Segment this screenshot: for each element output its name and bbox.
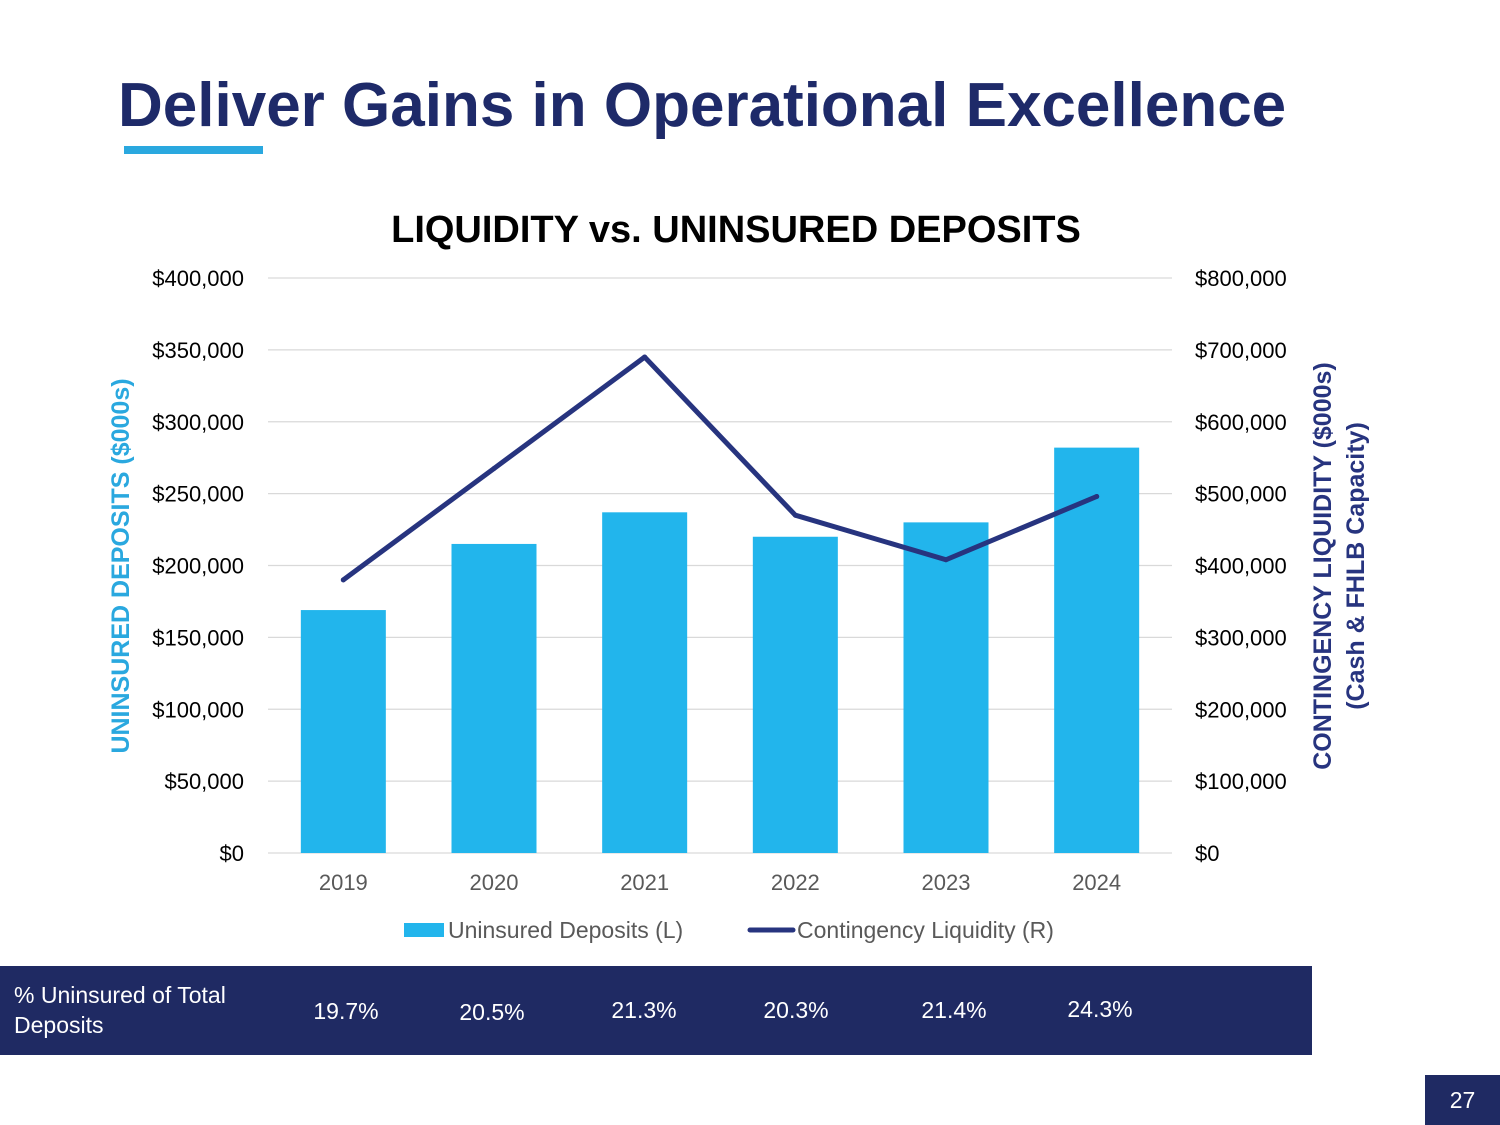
legend-bar-swatch (404, 923, 444, 937)
bar-uninsured-deposits (451, 543, 537, 853)
chart: LIQUIDITY vs. UNINSURED DEPOSITS $0 $0 $50… (107, 209, 1370, 943)
y-axis-left-label: UNINSURED DEPOSITS ($000s) (107, 378, 135, 753)
x-tick-label: 2024 (1072, 870, 1121, 895)
percent-value-2020: 20.5% (459, 999, 525, 1025)
y-tick-label-right: $500,000 (1195, 482, 1287, 507)
y-tick-label-right: $100,000 (1195, 769, 1287, 794)
y-axis-right-sublabel: (Cash & FHLB Capacity) (1342, 422, 1370, 710)
point-contingency-liquidity (491, 465, 497, 471)
y-tick-label-left: $150,000 (152, 625, 244, 650)
y-tick-label-right: $600,000 (1195, 410, 1287, 435)
percent-value-2024: 24.3% (1067, 996, 1133, 1022)
point-contingency-liquidity (340, 577, 346, 583)
x-tick-label: 2019 (319, 870, 368, 895)
legend-line-label: Contingency Liquidity (R) (797, 917, 1054, 943)
point-contingency-liquidity (1094, 494, 1100, 499)
percent-value-2021: 21.3% (611, 997, 677, 1023)
y-tick-label-right: $800,000 (1195, 266, 1287, 291)
page-title: Deliver Gains in Operational Excellence (118, 71, 1287, 140)
y-tick-label-left: $200,000 (152, 554, 244, 579)
bar-uninsured-deposits (903, 522, 989, 853)
percent-uninsured-label: % Uninsured of Total Deposits (14, 982, 226, 1038)
y-tick-label-left: $300,000 (152, 410, 244, 435)
y-tick-label-right: $200,000 (1195, 697, 1287, 722)
y-tick-label-left: $400,000 (152, 266, 244, 291)
point-contingency-liquidity (792, 512, 798, 518)
y-tick-label-right: $0 (1195, 841, 1219, 866)
y-tick-label-left: $0 (220, 841, 244, 866)
y-tick-label-right: $300,000 (1195, 625, 1287, 650)
point-contingency-liquidity (642, 354, 648, 360)
percent-uninsured-table: % Uninsured of Total Deposits 19.7% 20.5… (0, 966, 1312, 1055)
title-underline (124, 146, 263, 154)
line-contingency-liquidity (340, 354, 1100, 583)
chart-title: LIQUIDITY vs. UNINSURED DEPOSITS (391, 209, 1081, 251)
x-tick-label: 2022 (771, 870, 820, 895)
x-tick-label: 2020 (470, 870, 519, 895)
bar-uninsured-deposits (1054, 447, 1140, 853)
percent-value-2022: 20.3% (763, 997, 829, 1023)
percent-value-2023: 21.4% (921, 997, 987, 1023)
y-tick-label-right: $700,000 (1195, 338, 1287, 363)
bar-uninsured-deposits (752, 536, 838, 853)
y-tick-label-left: $350,000 (152, 338, 244, 363)
legend: Uninsured Deposits (L) Contingency Liqui… (404, 917, 1054, 943)
bar-uninsured-deposits (602, 512, 688, 853)
percent-value-2019: 19.7% (313, 998, 379, 1024)
y-tick-label-left: $50,000 (164, 769, 244, 794)
page-number: 27 (1425, 1075, 1500, 1125)
y-axis-right-label: CONTINGENCY LIQUIDITY ($000s) (1309, 362, 1337, 770)
point-contingency-liquidity (943, 557, 949, 563)
x-tick-label: 2021 (620, 870, 669, 895)
bar-uninsured-deposits (300, 610, 386, 853)
y-tick-label-right: $400,000 (1195, 554, 1287, 579)
y-tick-label-left: $100,000 (152, 697, 244, 722)
legend-bar-label: Uninsured Deposits (L) (448, 917, 683, 943)
x-tick-label: 2023 (922, 870, 971, 895)
y-tick-label-left: $250,000 (152, 482, 244, 507)
